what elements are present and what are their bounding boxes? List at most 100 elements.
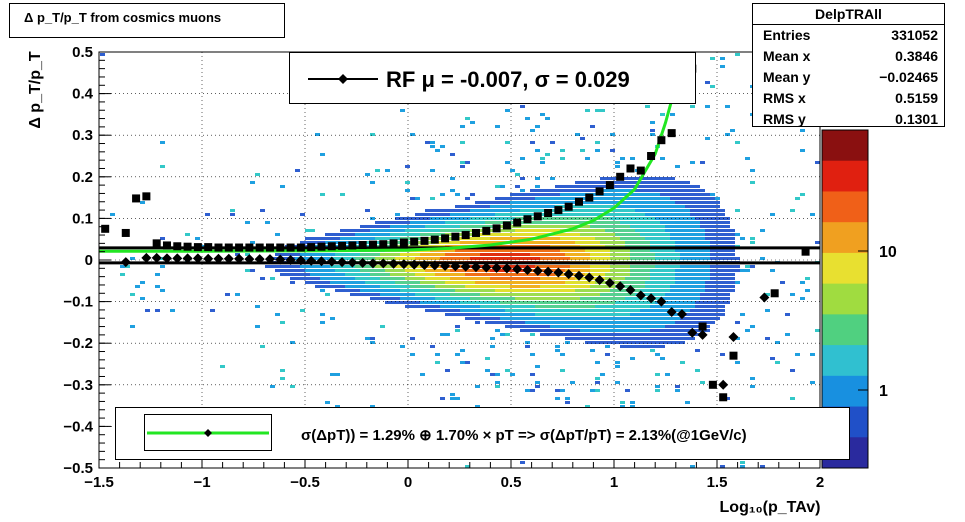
heat-cell: [390, 257, 395, 260]
heat-cell: [595, 241, 600, 244]
heat-cell: [390, 221, 395, 224]
heat-cell: [735, 265, 740, 268]
heat-cell: [685, 281, 690, 284]
heat-cell: [635, 273, 640, 276]
heat-cell: [300, 277, 305, 280]
heat-cell: [310, 281, 315, 284]
heat-cell: [590, 349, 595, 352]
heat-cell: [425, 269, 430, 272]
heat-cell: [605, 301, 610, 304]
heat-cell: [610, 257, 615, 260]
heat-cell: [290, 273, 295, 276]
heat-cell: [395, 225, 400, 228]
heat-cell: [670, 277, 675, 280]
heat-cell: [435, 217, 440, 220]
heat-cell: [635, 249, 640, 252]
heat-cell: [655, 189, 660, 192]
heat-cell: [660, 221, 665, 224]
mean-point: [574, 197, 583, 206]
heat-cell: [700, 293, 705, 296]
heat-cell: [615, 241, 620, 244]
heat-cell: [405, 181, 410, 184]
heat-cell: [525, 325, 530, 328]
heat-cell: [400, 273, 405, 276]
heat-cell: [700, 309, 705, 312]
heat-cell: [520, 237, 525, 240]
heat-cell: [555, 253, 560, 256]
heat-cell: [380, 297, 385, 300]
heat-cell: [605, 341, 610, 344]
heat-cell: [625, 345, 630, 348]
heat-cell: [660, 285, 665, 288]
heat-cell: [690, 213, 695, 216]
heat-cell: [375, 253, 380, 256]
heat-cell: [660, 313, 665, 316]
heat-cell: [590, 285, 595, 288]
heat-cell: [695, 221, 700, 224]
heat-cell: [660, 329, 665, 332]
heat-cell: [540, 209, 545, 212]
legend-line-icon: [147, 429, 269, 437]
heat-cell: [700, 313, 705, 316]
heat-cell: [480, 301, 485, 304]
heat-cell: [500, 209, 505, 212]
heat-cell: [500, 305, 505, 308]
heat-cell: [525, 213, 530, 216]
heat-cell: [525, 293, 530, 296]
heat-cell: [445, 293, 450, 296]
heat-cell: [450, 277, 455, 280]
mean-point: [162, 241, 171, 250]
heat-cell: [665, 333, 670, 336]
heat-cell: [485, 249, 490, 252]
heat-cell: [515, 309, 520, 312]
heat-cell: [455, 289, 460, 292]
heat-cell: [465, 253, 470, 256]
heat-cell: [670, 273, 675, 276]
heat-cell: [505, 213, 510, 216]
heat-cell: [410, 289, 415, 292]
heat-cell: [655, 241, 660, 244]
heat-cell: [330, 317, 335, 320]
heat-cell: [505, 297, 510, 300]
heat-cell: [470, 305, 475, 308]
heat-cell: [435, 229, 440, 232]
heat-cell: [650, 205, 655, 208]
heat-cell: [475, 237, 480, 240]
heat-cell: [405, 237, 410, 240]
stats-row-meanx: Mean x 0.3846: [753, 46, 944, 67]
heat-cell: [680, 237, 685, 240]
heat-cell: [785, 333, 790, 336]
heat-cell: [320, 273, 325, 276]
heat-cell: [505, 277, 510, 280]
heat-cell: [605, 177, 610, 180]
sigma-point: [697, 329, 708, 340]
heat-cell: [650, 301, 655, 304]
heat-cell: [520, 313, 525, 316]
heat-cell: [500, 257, 505, 260]
heat-cell: [615, 281, 620, 284]
mean-point: [204, 243, 213, 252]
heat-cell: [700, 225, 705, 228]
heat-cell: [510, 313, 515, 316]
heat-cell: [700, 189, 705, 192]
heat-cell: [460, 257, 465, 260]
heat-cell: [400, 289, 405, 292]
heat-cell: [625, 329, 630, 332]
mean-point: [544, 208, 553, 217]
heat-cell: [435, 253, 440, 256]
heat-cell: [655, 177, 660, 180]
heat-cell: [410, 293, 415, 296]
heat-cell: [690, 193, 695, 196]
heat-cell: [370, 225, 375, 228]
heat-cell: [420, 253, 425, 256]
heat-cell: [680, 193, 685, 196]
heat-cell: [395, 281, 400, 284]
heat-cell: [450, 397, 455, 400]
heat-cell: [675, 277, 680, 280]
heat-cell: [655, 193, 660, 196]
heat-cell: [580, 297, 585, 300]
heat-cell: [350, 253, 355, 256]
heat-cell: [710, 297, 715, 300]
heat-cell: [530, 325, 535, 328]
mean-point: [502, 221, 511, 230]
